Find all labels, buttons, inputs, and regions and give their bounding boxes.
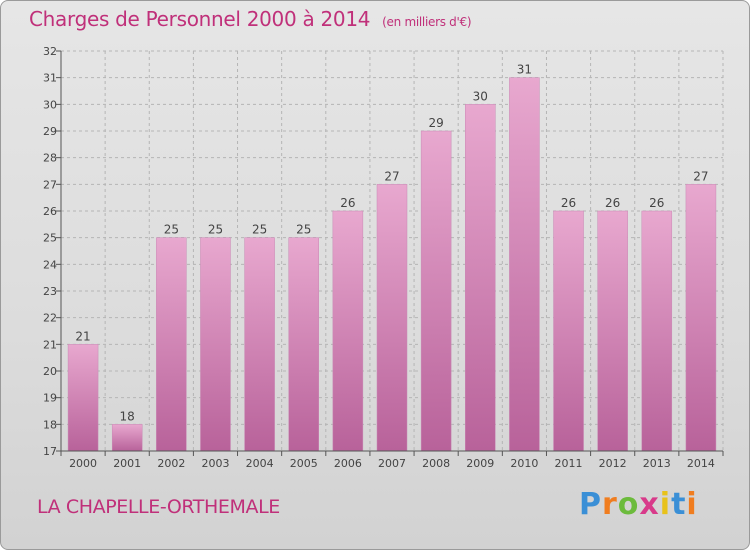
x-tick-label: 2001 (113, 457, 141, 470)
y-tick-label: 29 (43, 125, 57, 138)
data-label: 25 (252, 223, 267, 237)
y-tick-label: 21 (43, 338, 57, 351)
bar[interactable] (67, 344, 99, 452)
data-label: 21 (75, 329, 90, 343)
x-tick-label: 2013 (643, 457, 671, 470)
x-tick-label: 2002 (157, 457, 185, 470)
logo-letter: P (579, 487, 602, 522)
x-tick-label: 2014 (687, 457, 715, 470)
data-label: 30 (473, 89, 488, 103)
x-tick-label: 2007 (378, 457, 406, 470)
y-tick-label: 17 (43, 445, 57, 458)
y-tick-label: 19 (43, 392, 57, 405)
x-tick-label: 2012 (599, 457, 627, 470)
data-label: 26 (605, 196, 620, 210)
proxiti-logo[interactable]: Proxiti (579, 487, 698, 522)
bar[interactable] (200, 237, 231, 452)
x-tick-label: 2006 (334, 457, 362, 470)
y-tick-label: 24 (43, 258, 57, 271)
bar[interactable] (597, 210, 628, 452)
x-tick-label: 2000 (69, 457, 97, 470)
x-tick-label: 2004 (246, 457, 274, 470)
y-tick-label: 23 (43, 285, 57, 298)
bar-chart: 17 18 19 20 21 22 23 24 25 26 27 28 29 30 31 32 21 2000 18… (43, 45, 724, 470)
axes (56, 50, 724, 456)
bar[interactable] (111, 424, 143, 452)
bars (67, 77, 717, 452)
x-tick-label: 2009 (466, 457, 494, 470)
bar[interactable] (685, 184, 717, 452)
bar[interactable] (332, 210, 364, 452)
data-label: 26 (340, 196, 355, 210)
bar[interactable] (420, 130, 452, 452)
bar[interactable] (288, 237, 319, 452)
bar[interactable] (376, 184, 408, 452)
data-label: 27 (693, 169, 708, 183)
x-tick-label: 2008 (422, 457, 450, 470)
logo-letter: o (617, 487, 640, 522)
logo-letter: t (671, 487, 687, 522)
bar[interactable] (156, 237, 187, 452)
x-tick-label: 2005 (290, 457, 318, 470)
x-tick-label: 2010 (510, 457, 538, 470)
y-tick-label: 22 (43, 312, 57, 325)
logo-letter: r (602, 487, 618, 522)
y-tick-label: 20 (43, 365, 57, 378)
logo-letter: i (686, 487, 698, 522)
y-tick-label: 30 (43, 98, 57, 111)
data-label: 25 (296, 223, 311, 237)
data-label: 25 (164, 223, 179, 237)
x-tick-label: 2003 (201, 457, 229, 470)
data-label: 18 (120, 409, 135, 423)
x-tick-label: 2011 (555, 457, 583, 470)
logo-letter: i (659, 487, 672, 522)
y-tick-label: 28 (43, 152, 57, 165)
data-label: 26 (561, 196, 576, 210)
chart-subtitle: (en milliers d'€) (382, 15, 472, 29)
data-label: 29 (428, 116, 443, 130)
y-tick-label: 25 (43, 232, 57, 245)
y-tick-label: 32 (43, 45, 57, 58)
data-label: 25 (208, 223, 223, 237)
y-tick-label: 26 (43, 205, 57, 218)
commune-name: LA CHAPELLE-ORTHEMALE (37, 496, 280, 518)
y-tick-label: 27 (43, 178, 57, 191)
data-label: 31 (517, 63, 532, 77)
tick-labels: 17 18 19 20 21 22 23 24 25 26 27 28 29 30 31 32 21 2000 18… (43, 45, 715, 470)
bar[interactable] (509, 77, 540, 452)
data-label: 26 (649, 196, 664, 210)
logo-letter: x (639, 487, 660, 522)
title-text: Charges de Personnel 2000 à 2014 (29, 7, 371, 31)
chart-title: Charges de Personnel 2000 à 2014 (en mill… (29, 7, 472, 31)
bar[interactable] (553, 210, 584, 452)
y-tick-label: 18 (43, 418, 57, 431)
bar[interactable] (641, 210, 673, 452)
bar[interactable] (465, 104, 496, 452)
data-label: 27 (384, 169, 399, 183)
y-tick-label: 31 (43, 72, 57, 85)
bar[interactable] (244, 237, 275, 452)
